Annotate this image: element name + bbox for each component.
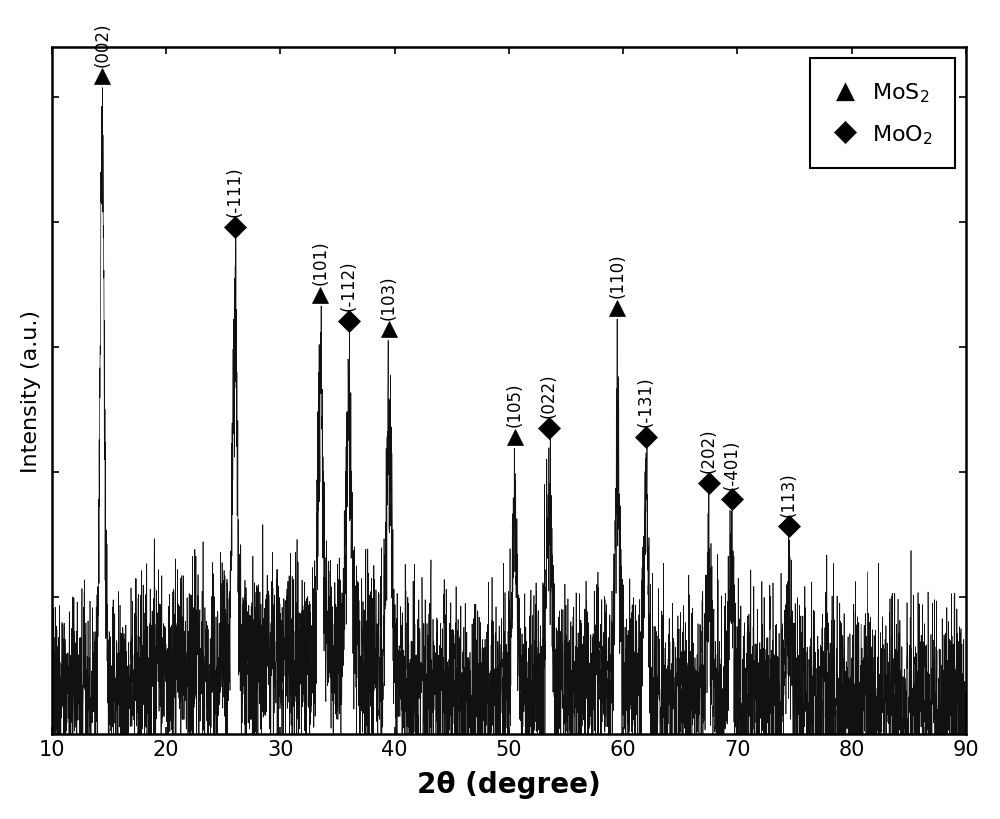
Text: (105): (105) [506,382,524,427]
Text: (-131): (-131) [637,376,655,427]
Text: (202): (202) [700,428,718,473]
Text: (-401): (-401) [723,439,741,489]
Text: (103): (103) [380,274,398,319]
Text: (113): (113) [780,471,798,516]
Text: (022): (022) [540,373,558,418]
Text: (002): (002) [93,22,111,67]
Text: (-112): (-112) [340,260,358,311]
X-axis label: 2θ (degree): 2θ (degree) [417,770,601,799]
Text: (110): (110) [608,253,626,298]
Text: (-111): (-111) [226,166,244,217]
Text: (101): (101) [311,240,329,285]
Y-axis label: Intensity (a.u.): Intensity (a.u.) [21,310,41,473]
Legend: MoS$_2$, MoO$_2$: MoS$_2$, MoO$_2$ [810,59,955,169]
